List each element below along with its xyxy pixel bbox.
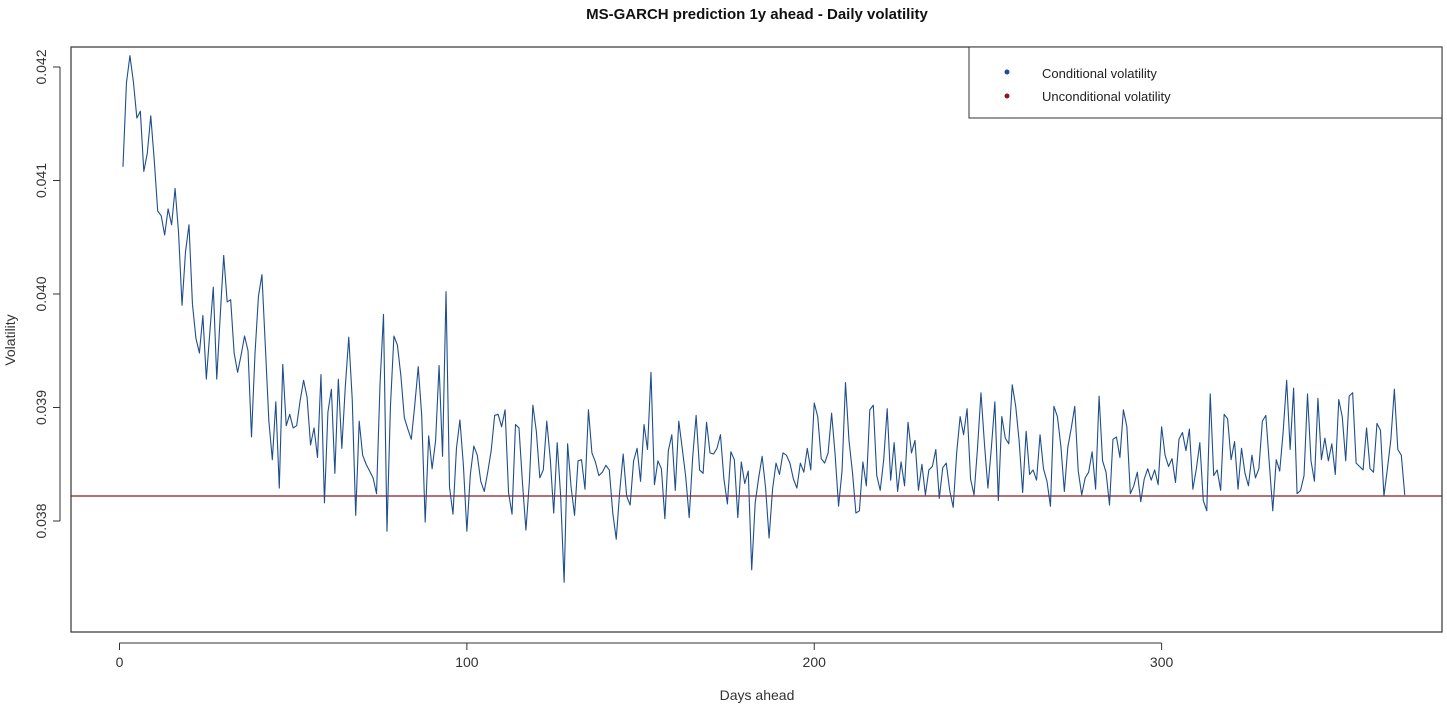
y-axis: 0.038 0.039 0.040 0.041 0.042	[33, 49, 61, 539]
x-tick-label: 0	[116, 654, 124, 670]
legend-box	[968, 46, 1443, 119]
legend-label-unconditional: Unconditional volatility	[1042, 89, 1171, 104]
chart-title: MS-GARCH prediction 1y ahead - Daily vol…	[586, 6, 928, 23]
x-tick-label: 200	[803, 654, 827, 670]
legend: Conditional volatility Unconditional vol…	[968, 46, 1443, 119]
x-tick-label: 300	[1150, 654, 1174, 670]
y-tick-label: 0.042	[33, 49, 49, 84]
y-tick-label: 0.039	[33, 390, 49, 425]
x-axis-label: Days ahead	[720, 687, 795, 703]
y-tick-label: 0.041	[33, 163, 49, 198]
conditional-volatility-line	[122, 55, 1406, 583]
legend-marker-conditional	[1004, 69, 1010, 75]
x-axis: 0 100 200 300	[116, 642, 1174, 670]
legend-label-conditional: Conditional volatility	[1042, 66, 1157, 81]
x-tick-label: 100	[455, 654, 479, 670]
plot-frame	[70, 46, 1443, 633]
y-tick-label: 0.038	[33, 503, 49, 538]
y-axis-label: Volatility	[2, 314, 18, 365]
conditional-series-layer	[122, 55, 1406, 583]
legend-marker-unconditional	[1004, 93, 1010, 99]
y-tick-label: 0.040	[33, 276, 49, 311]
